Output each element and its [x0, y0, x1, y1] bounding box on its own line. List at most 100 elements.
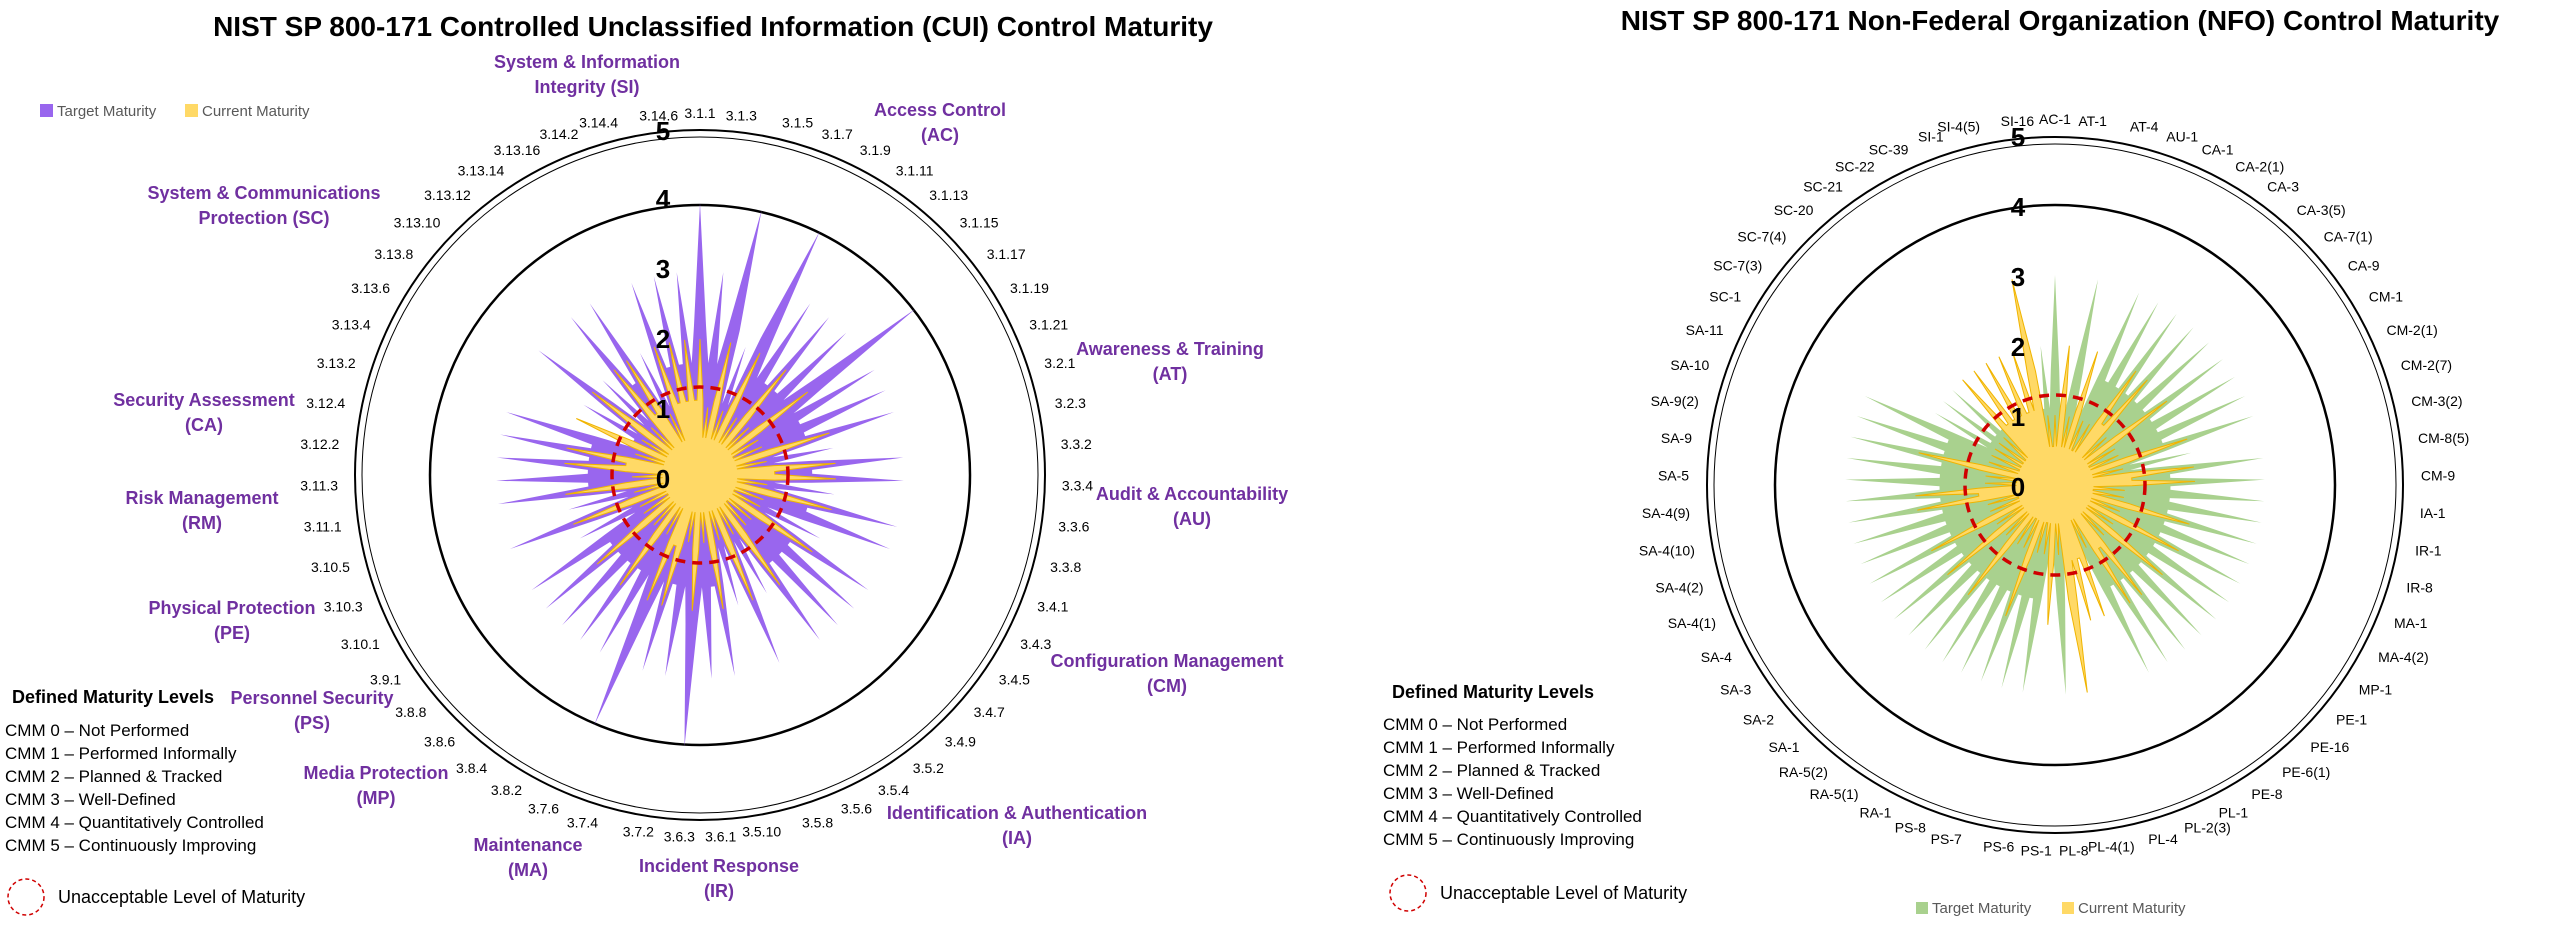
nfo-spoke-label: PL-2(3) — [2184, 820, 2231, 836]
cui-legend[interactable]: Target Maturity Current Maturity — [40, 103, 310, 120]
nfo-ring-label-5: 5 — [2011, 122, 2025, 152]
family-label-mp: Media Protection (MP) — [303, 763, 448, 808]
cui-spoke-label: 3.10.1 — [341, 636, 380, 652]
cui-spoke-label: 3.1.7 — [822, 126, 853, 142]
cui-ring-label-2: 2 — [656, 324, 670, 354]
cui-unacceptable-label: Unacceptable Level of Maturity — [58, 887, 305, 907]
nfo-spoke-label: SC-7(3) — [1713, 257, 1762, 273]
cui-spoke-label: 3.3.2 — [1061, 436, 1092, 452]
cui-current-maturity-area — [564, 338, 836, 611]
nfo-spoke-label: PE-16 — [2310, 739, 2349, 755]
cui-spoke-label: 3.14.6 — [639, 107, 678, 123]
nfo-spoke-label: PL-1 — [2219, 804, 2249, 820]
cui-spoke-label: 3.6.1 — [705, 828, 736, 844]
nfo-spoke-label: AC-1 — [2039, 111, 2071, 127]
cui-level-4: CMM 4 – Quantitatively Controlled — [5, 813, 264, 832]
nfo-level-1: CMM 1 – Performed Informally — [1383, 738, 1615, 757]
nfo-spoke-label: PL-4(1) — [2088, 839, 2135, 855]
nfo-legend[interactable]: Target Maturity Current Maturity — [1916, 900, 2186, 917]
nfo-spoke-label: IR-8 — [2406, 579, 2433, 595]
nfo-spoke-label: MA-1 — [2394, 615, 2428, 631]
cui-family-labels: System & Information Integrity (SI) Acces… — [113, 52, 1288, 901]
nfo-spoke-label: SC-22 — [1835, 159, 1875, 175]
nfo-spoke-label: CA-3 — [2267, 179, 2299, 195]
nfo-spoke-label: MP-1 — [2359, 681, 2393, 697]
nfo-chart: NIST SP 800-171 Non-Federal Organization… — [1383, 5, 2500, 917]
cui-spoke-label: 3.1.5 — [782, 114, 813, 130]
nfo-spoke-label: SI-16 — [2001, 113, 2035, 129]
family-label-ia: Identification & Authentication (IA) — [887, 803, 1147, 848]
cui-spoke-label: 3.14.4 — [579, 114, 618, 130]
nfo-spoke-label: CA-3(5) — [2297, 202, 2346, 218]
cui-spoke-label: 3.1.13 — [929, 187, 968, 203]
nfo-unacceptable-label: Unacceptable Level of Maturity — [1440, 883, 1687, 903]
cui-spoke-label: 3.7.4 — [567, 814, 598, 830]
cui-maturity-levels-key: Defined Maturity Levels CMM 0 – Not Perf… — [5, 687, 305, 916]
cui-spoke-label: 3.13.16 — [494, 142, 541, 158]
cui-spoke-label: 3.5.2 — [913, 760, 944, 776]
nfo-spoke-label: PE-1 — [2336, 712, 2367, 728]
cui-spoke-label: 3.11.1 — [304, 519, 342, 535]
cui-spoke-label: 3.4.9 — [945, 734, 976, 750]
cui-legend-current-label: Current Maturity — [202, 103, 310, 120]
cui-spoke-label: 3.1.9 — [860, 142, 891, 158]
nfo-spoke-label: MA-4(2) — [2378, 649, 2429, 665]
cui-spoke-label: 3.9.1 — [370, 671, 401, 687]
nfo-spoke-label: AU-1 — [2166, 128, 2198, 144]
cui-chart: NIST SP 800-171 Controlled Unclassified … — [5, 11, 1288, 916]
cui-spoke-label: 3.4.7 — [974, 704, 1005, 720]
nfo-spoke-label: RA-1 — [1859, 804, 1891, 820]
cui-spoke-label: 3.11.3 — [300, 477, 338, 493]
nfo-spoke-label: CM-1 — [2369, 289, 2403, 305]
nfo-ring-4 — [1773, 203, 2337, 767]
nfo-spoke-label: PS-8 — [1895, 820, 1926, 836]
family-label-ir: Incident Response (IR) — [639, 856, 799, 901]
family-label-pe: Physical Protection (PE) — [148, 598, 315, 643]
cui-spoke-label: 3.4.5 — [999, 671, 1030, 687]
cui-spoke-label: 3.5.8 — [802, 814, 833, 830]
nfo-current-maturity-area — [1915, 279, 2196, 693]
nfo-spoke-label: SA-1 — [1768, 739, 1799, 755]
cui-spoke-label: 3.13.10 — [394, 215, 441, 231]
cui-spoke-label: 3.5.4 — [878, 782, 909, 798]
nfo-spoke-label: CM-2(1) — [2387, 322, 2438, 338]
nfo-ring-label-3: 3 — [2011, 262, 2025, 292]
nfo-ring-label-1: 1 — [2011, 402, 2025, 432]
nfo-spoke-label: SA-4(1) — [1668, 615, 1716, 631]
nfo-legend-current-label: Current Maturity — [2078, 900, 2186, 917]
cui-spoke-label: 3.3.8 — [1050, 559, 1081, 575]
cui-outer-frame-inner — [361, 136, 1039, 814]
cui-spoke-label: 3.1.11 — [896, 163, 934, 179]
nfo-spoke-label: SA-5 — [1658, 468, 1689, 484]
nfo-spoke-label: PS-6 — [1983, 839, 2014, 855]
cui-spoke-label: 3.12.2 — [300, 436, 339, 452]
nfo-spoke-label: AT-4 — [2130, 119, 2159, 135]
family-label-ac: Access Control (AC) — [874, 100, 1006, 145]
family-label-ma: Maintenance (MA) — [473, 835, 582, 880]
nfo-spoke-label: SA-9(2) — [1651, 393, 1699, 409]
nfo-spoke-label: SA-3 — [1720, 681, 1751, 697]
cui-spoke-label: 3.2.1 — [1044, 355, 1075, 371]
cui-chart-title: NIST SP 800-171 Controlled Unclassified … — [213, 11, 1213, 42]
cui-legend-target-label: Target Maturity — [57, 103, 157, 120]
cui-legend-current-swatch — [185, 104, 198, 117]
nfo-unacceptable-icon — [1389, 874, 1427, 912]
nfo-level-0: CMM 0 – Not Performed — [1383, 715, 1567, 734]
cui-levels-title: Defined Maturity Levels — [12, 687, 214, 707]
cui-spoke-label: 3.7.6 — [528, 800, 559, 816]
nfo-spoke-label: CM-2(7) — [2401, 357, 2452, 373]
nfo-spoke-label: CA-9 — [2348, 257, 2380, 273]
nfo-spoke-label: CA-7(1) — [2324, 228, 2373, 244]
cui-spoke-label: 3.13.2 — [317, 355, 356, 371]
cui-spoke-label: 3.5.10 — [742, 824, 781, 840]
family-label-ca: Security Assessment (CA) — [113, 390, 294, 435]
nfo-legend-target-label: Target Maturity — [1932, 900, 2032, 917]
cui-level-2: CMM 2 – Planned & Tracked — [5, 767, 222, 786]
cui-spoke-label: 3.10.5 — [311, 559, 350, 575]
nfo-spoke-label: SC-39 — [1869, 142, 1909, 158]
nfo-spoke-label: SA-4(9) — [1642, 505, 1690, 521]
family-label-sc: System & Communications Protection (SC) — [147, 183, 380, 228]
nfo-spoke-label: PL-4 — [2148, 831, 2178, 847]
cui-unacceptable-threshold-circle — [610, 385, 790, 565]
nfo-unacceptable-threshold-circle — [1963, 393, 2147, 577]
